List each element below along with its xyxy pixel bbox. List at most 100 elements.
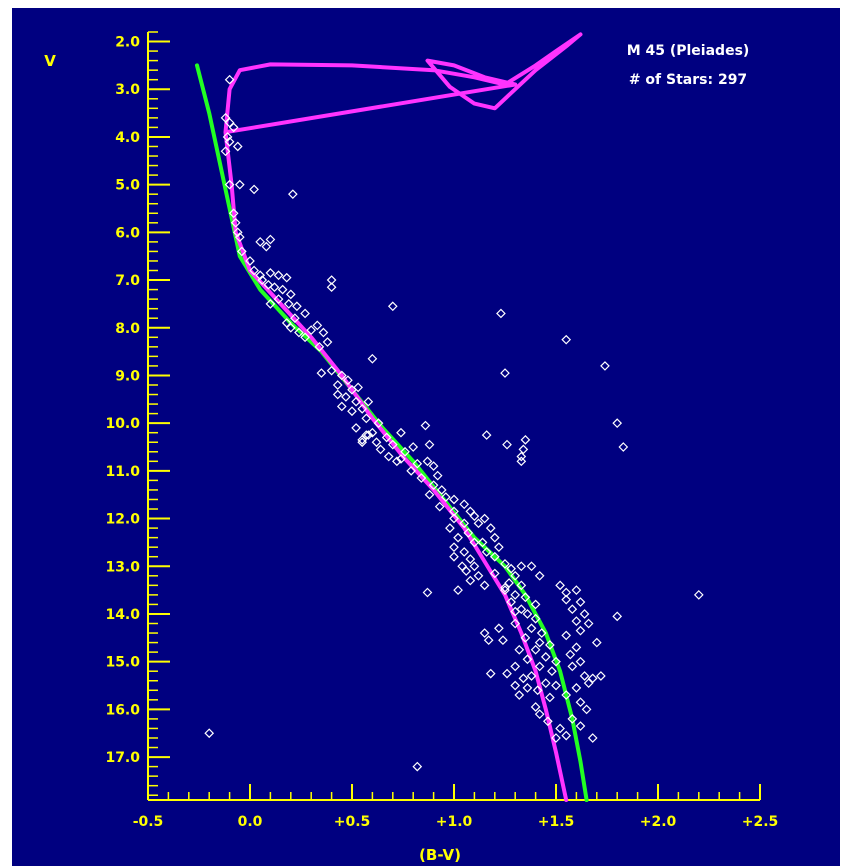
star-point — [457, 561, 468, 572]
star-point — [526, 561, 537, 572]
star-point — [500, 559, 510, 569]
star-point — [473, 518, 484, 529]
star-point — [571, 616, 582, 626]
star-point — [551, 656, 561, 667]
star-point — [449, 513, 459, 524]
star-point — [545, 692, 555, 703]
star-point — [506, 563, 516, 574]
star-point — [510, 570, 521, 581]
star-point — [420, 420, 431, 431]
star-point — [498, 635, 508, 646]
star-point — [316, 368, 327, 378]
star-point — [504, 578, 514, 588]
star-point — [445, 523, 455, 533]
star-point — [583, 618, 594, 629]
star-point — [693, 590, 704, 600]
star-point — [561, 594, 572, 605]
star-point — [518, 673, 529, 684]
star-point — [542, 716, 553, 727]
star-point — [530, 702, 541, 712]
star-point — [500, 582, 510, 593]
x-tick-label: +0.5 — [334, 814, 371, 830]
star-point — [465, 506, 476, 517]
star-point — [551, 733, 561, 743]
star-point — [522, 683, 533, 693]
star-point — [261, 241, 272, 252]
y-tick-label: 8.0 — [115, 321, 140, 337]
star-point — [520, 435, 531, 445]
star-point — [459, 499, 470, 510]
star-point — [561, 730, 572, 741]
star-point — [408, 442, 419, 452]
y-tick-label: 3.0 — [115, 82, 140, 98]
star-point — [422, 587, 433, 598]
star-point — [353, 382, 363, 393]
star-point — [287, 189, 298, 200]
y-tick-label: 10.0 — [105, 416, 140, 432]
star-point — [406, 466, 417, 476]
star-point — [618, 442, 629, 452]
star-point — [571, 683, 582, 693]
star-point — [465, 575, 476, 586]
star-point — [481, 547, 492, 557]
star-point — [530, 599, 541, 610]
star-point — [363, 396, 374, 407]
star-point — [514, 644, 525, 655]
chart-panel: 2.0 3.0 4.0 5.0 6.0 7.0 8.0 9.0 10.0 11.0 12.0 13.0… — [12, 8, 840, 866]
star-point — [343, 375, 353, 386]
star-point — [561, 630, 572, 641]
star-point — [204, 728, 215, 739]
star-point — [567, 714, 578, 724]
labels-group: V (B-V) M 45 (Pleiades) # of Stars: 297 — [44, 43, 749, 864]
x-tick-label: +2.0 — [640, 814, 677, 830]
star-point — [532, 685, 543, 696]
star-point — [516, 580, 527, 591]
star-point — [575, 597, 586, 607]
star-point — [561, 690, 572, 700]
star-point — [412, 458, 423, 469]
star-point — [412, 761, 423, 772]
star-point — [489, 568, 500, 579]
star-point — [510, 680, 521, 691]
star-point — [367, 353, 378, 364]
isochrone-magenta-line — [223, 32, 583, 802]
star-point — [500, 368, 510, 378]
star-point — [351, 423, 361, 433]
star-point — [534, 709, 545, 719]
y-tick-label: 11.0 — [105, 464, 140, 480]
star-point — [230, 217, 241, 228]
star-point — [371, 437, 382, 448]
star-point — [285, 289, 296, 300]
star-point — [363, 430, 374, 440]
star-point — [220, 113, 231, 123]
star-point — [489, 551, 500, 562]
curves-group — [195, 32, 589, 802]
star-point — [581, 704, 592, 715]
star-point — [612, 611, 623, 622]
star-point — [318, 327, 329, 338]
star-point — [526, 671, 537, 681]
star-point — [281, 318, 292, 328]
star-point — [483, 635, 494, 646]
star-point — [494, 542, 504, 553]
star-point — [545, 640, 555, 650]
star-point — [306, 325, 317, 335]
chart-title: M 45 (Pleiades) — [627, 43, 750, 59]
star-point — [273, 294, 284, 304]
y-tick-label: 9.0 — [115, 368, 140, 384]
star-point — [479, 628, 490, 638]
y-tick-label: 7.0 — [115, 273, 140, 289]
star-point — [575, 625, 586, 636]
isochrone-green-line — [195, 63, 589, 802]
axes-group: 2.0 3.0 4.0 5.0 6.0 7.0 8.0 9.0 10.0 11.0 12.0 13.0… — [105, 31, 778, 830]
star-point — [575, 656, 586, 667]
star-point — [232, 227, 243, 238]
star-point — [381, 432, 392, 443]
star-point — [494, 623, 504, 634]
star-point — [367, 427, 378, 438]
star-point — [255, 270, 266, 281]
star-point — [496, 308, 506, 319]
star-point — [434, 501, 445, 512]
star-point — [571, 642, 582, 653]
star-point — [249, 265, 259, 276]
